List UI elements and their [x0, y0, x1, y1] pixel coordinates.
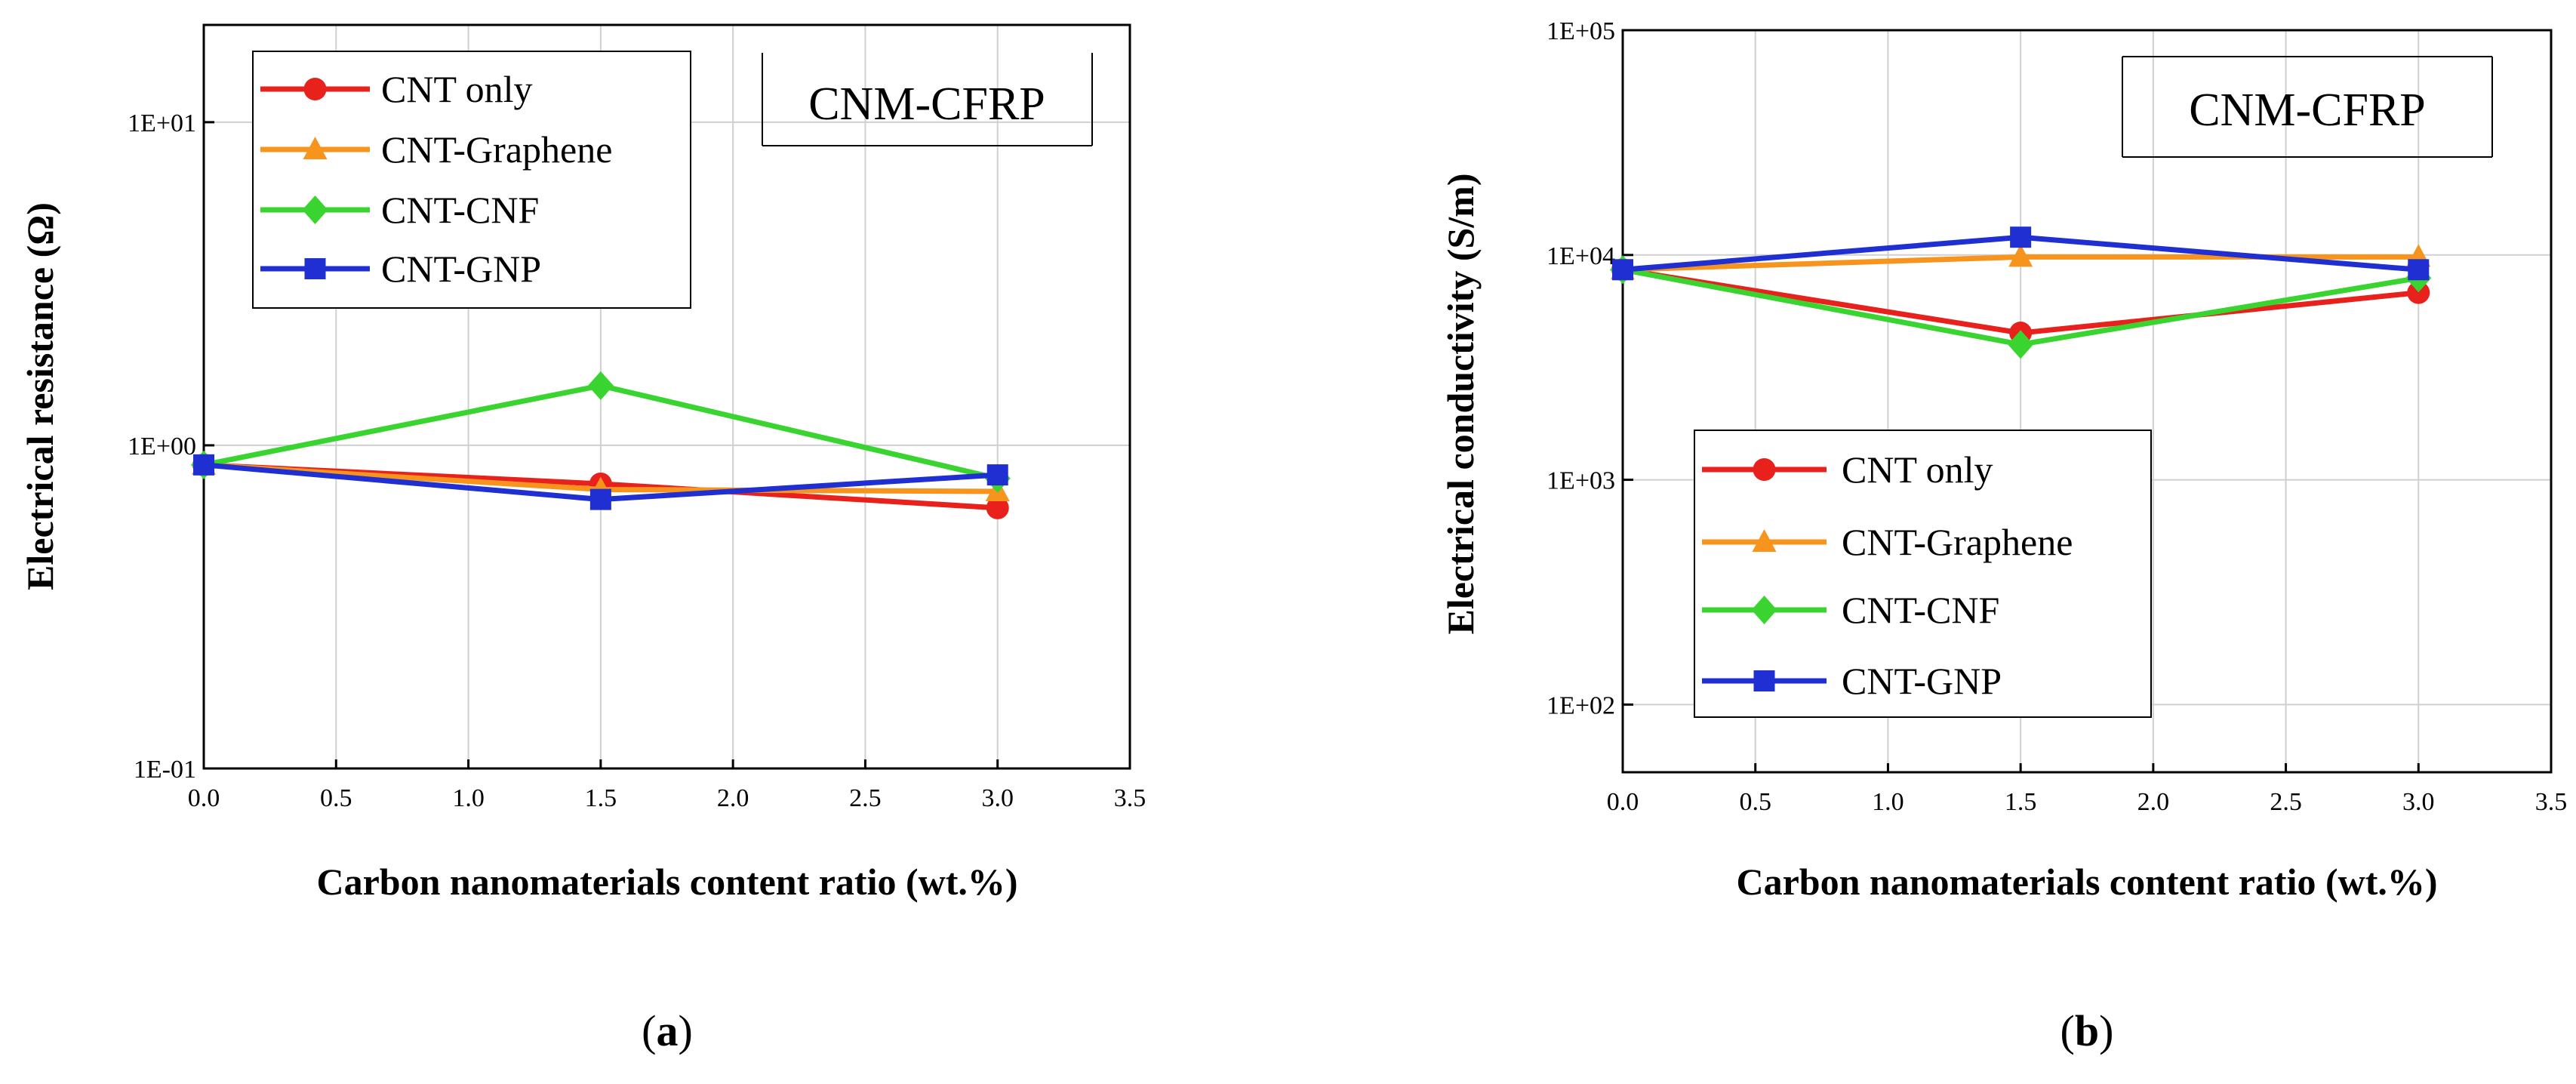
data-point-marker — [2407, 281, 2430, 304]
plot-frame — [202, 23, 1131, 770]
x-tick-label: 2.5 — [849, 784, 882, 812]
series-cnt-gnp — [1612, 226, 2430, 281]
x-axis-title: Carbon nanomaterials content ratio (wt.%… — [1736, 861, 2437, 903]
legend-label: CNT-Graphene — [381, 128, 612, 171]
legend-swatch-marker — [1753, 458, 1776, 481]
legend-swatch-marker — [1753, 670, 1775, 691]
x-tick-label: 1.5 — [2005, 788, 2037, 816]
legend: CNT only CNT-Graphene CNT-CNF CNT-GNP — [1694, 430, 2152, 718]
panel-caption: (b) — [2060, 1006, 2114, 1055]
panel-letter: b — [2075, 1006, 2099, 1055]
plot-frame — [1621, 29, 2553, 774]
y-axis-title: Electrical resistance (Ω) — [19, 202, 61, 590]
legend-swatch-marker — [1751, 596, 1777, 624]
x-tick-label: 3.5 — [1114, 784, 1146, 812]
x-tick-label: 1.0 — [1872, 788, 1904, 816]
x-tick-label: 2.0 — [2137, 788, 2170, 816]
legend-label: CNT-CNF — [381, 189, 539, 231]
x-tick-label: 0.0 — [1607, 788, 1639, 816]
legend-swatch-marker — [302, 196, 328, 224]
x-tick-label: 0.5 — [320, 784, 352, 812]
x-tick-label: 0.5 — [1739, 788, 1771, 816]
data-point-marker — [2008, 330, 2034, 359]
data-point-marker — [193, 454, 214, 476]
legend-label: CNT only — [1842, 448, 1993, 491]
annotation-label: CNM-CFRP — [808, 79, 1045, 130]
legend-swatch-marker — [303, 78, 327, 100]
legend-label: CNT only — [381, 68, 533, 110]
x-tick-label: 3.0 — [981, 784, 1014, 812]
legend-label: CNT-Graphene — [1842, 521, 2073, 563]
data-point-marker — [587, 371, 614, 400]
panel-caption: (a) — [642, 1006, 693, 1055]
y-axis-title: Electrical conductivity (S/m) — [1439, 174, 1482, 635]
y-tick-label: 1E+00 — [128, 433, 196, 460]
data-point-marker — [986, 464, 1008, 486]
panel-letter: a — [657, 1006, 679, 1055]
x-tick-label: 3.0 — [2402, 788, 2435, 816]
x-tick-label: 1.0 — [452, 784, 485, 812]
annotation-box: CNM-CFRP — [762, 53, 1093, 146]
x-tick-label: 2.0 — [717, 784, 749, 812]
y-tick-label: 1E-01 — [134, 756, 196, 784]
data-point-marker — [1612, 259, 1633, 281]
x-tick-label: 3.5 — [2535, 788, 2568, 816]
y-tick-label: 1E+02 — [1547, 691, 1615, 719]
series-cnt-gnp — [193, 454, 1008, 510]
legend-label: CNT-GNP — [381, 248, 541, 290]
annotation-box: CNM-CFRP — [2122, 56, 2493, 158]
data-point-marker — [2408, 259, 2430, 281]
annotation-label: CNM-CFRP — [2189, 85, 2426, 136]
chart-panel-b: 0.0 0.5 1.0 1.5 2.0 2.5 3.0 3.5 1E+02 1E+03 1E+04 1… — [1439, 17, 2567, 1055]
x-axis-title: Carbon nanomaterials content ratio (wt.%… — [316, 861, 1017, 903]
y-tick-label: 1E+03 — [1547, 467, 1615, 495]
data-point-marker — [2008, 244, 2033, 267]
x-tick-label: 1.5 — [585, 784, 617, 812]
data-point-marker — [986, 496, 1009, 519]
y-tick-label: 1E+01 — [128, 109, 196, 137]
y-tick-label: 1E+04 — [1547, 242, 1615, 270]
legend-swatch-marker — [1752, 529, 1777, 552]
legend: CNT only CNT-Graphene CNT-CNF CNT-GNP — [252, 51, 691, 309]
x-tick-label: 0.0 — [188, 784, 220, 812]
x-tick-label: 2.5 — [2270, 788, 2302, 816]
legend-swatch-marker — [304, 258, 326, 279]
chart-panel-a: 0.0 0.5 1.0 1.5 2.0 2.5 3.0 3.5 1E-01 1E+00 1E+01 E… — [19, 23, 1146, 1055]
y-tick-label: 1E+05 — [1547, 17, 1615, 45]
data-point-marker — [2010, 226, 2032, 248]
legend-label: CNT-CNF — [1842, 589, 1999, 631]
legend-swatch-marker — [303, 137, 328, 159]
data-point-marker — [589, 488, 611, 510]
legend-box — [252, 51, 691, 309]
legend-label: CNT-GNP — [1842, 660, 2002, 702]
